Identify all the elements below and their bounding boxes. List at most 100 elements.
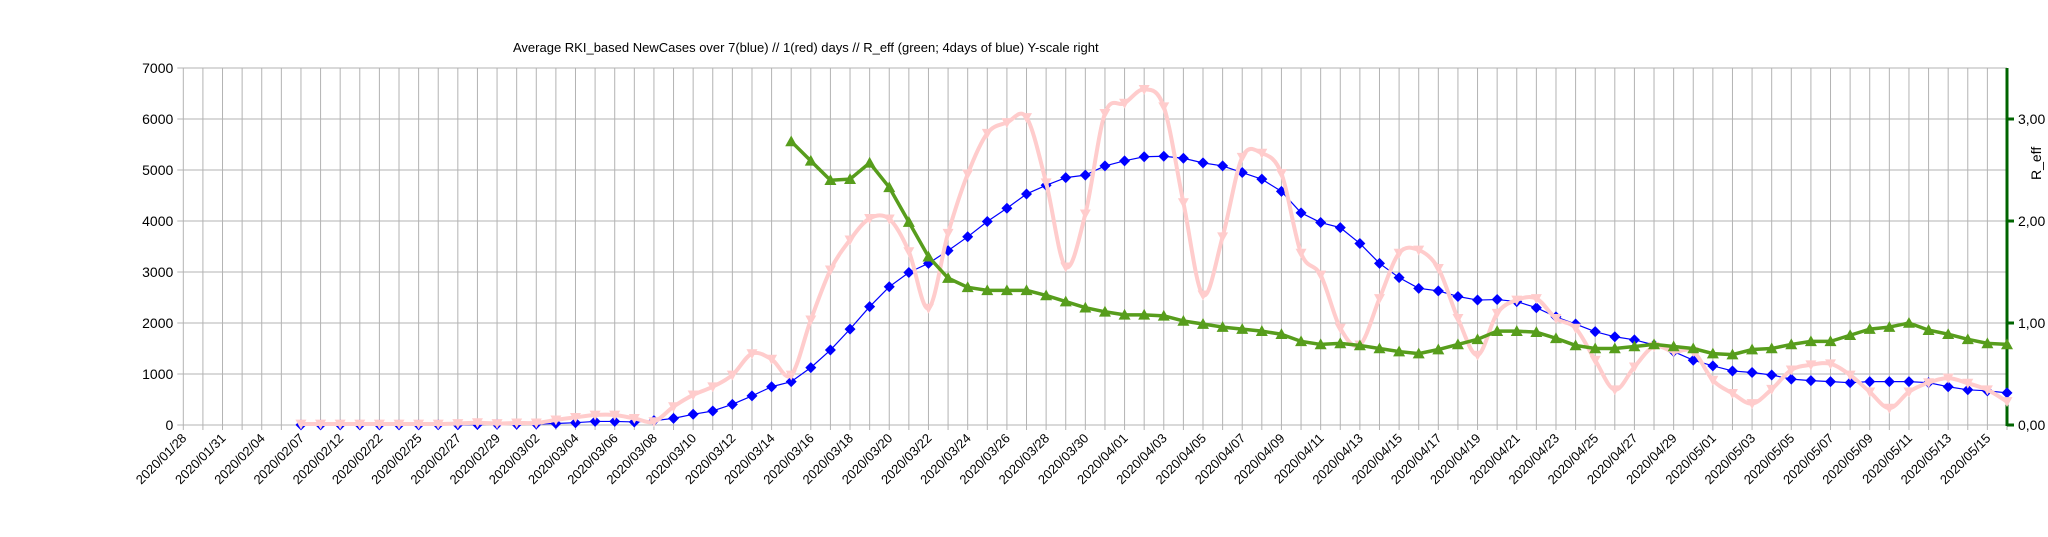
data-point [1001,118,1013,129]
y2-tick-label: 3,00 [2018,111,2045,127]
data-point [1766,384,1778,395]
data-point [648,417,660,428]
data-point [1197,318,1210,329]
data-point [609,410,621,421]
data-point [1609,331,1621,343]
data-point [1000,284,1013,296]
data-point [1883,403,1895,414]
data-point [824,344,836,356]
data-point [1903,387,1915,398]
data-point [1589,326,1601,338]
data-point [1079,209,1091,220]
data-point [1295,248,1307,259]
data-point [1923,378,1935,389]
data-point [1138,151,1150,163]
data-point [1805,360,1817,371]
data-point [511,418,523,429]
data-point [1413,245,1425,256]
data-point [1550,314,1562,324]
data-point [824,174,837,185]
data-point [903,267,915,279]
data-point [785,370,797,381]
data-point [1354,237,1366,249]
chart-title: Average RKI_based NewCases over 7(blue) … [513,40,1099,55]
data-point [1334,323,1346,334]
data-point [1766,369,1778,381]
data-point [1098,305,1111,317]
data-point [1275,328,1288,340]
data-point [1217,160,1229,172]
data-point [1079,301,1092,313]
data-point [922,303,934,314]
data-point [1471,333,1484,345]
data-point [785,135,798,147]
data-point [1334,222,1346,234]
data-point [550,415,562,426]
data-point [1079,169,1091,181]
data-point [902,216,915,227]
data-point [1256,148,1268,159]
data-point [1040,289,1053,301]
y2-tick-label: 2,00 [2018,213,2045,229]
data-point [1099,160,1111,172]
data-point [766,354,778,365]
data-point [1216,321,1229,332]
data-point [1805,375,1817,387]
data-point [1060,262,1072,273]
data-point [1902,317,1915,328]
data-point [844,323,856,335]
data-point [726,398,738,410]
y-tick-label: 2000 [142,315,173,331]
data-point [1236,152,1248,163]
data-point [1451,338,1464,350]
data-point [883,181,896,193]
data-point [2001,397,2013,408]
data-point [1942,381,1954,393]
data-point [1962,384,1974,396]
data-point [1158,102,1170,113]
data-point [1785,365,1797,376]
data-point [1746,399,1758,410]
data-point [1236,323,1249,334]
y2-tick-label: 0,00 [2018,417,2045,433]
data-point [805,315,817,326]
data-point [589,415,601,427]
data-point [1510,325,1523,336]
data-point [1373,257,1385,269]
data-point [1255,325,1268,336]
data-point [569,412,581,423]
data-point [668,412,680,424]
data-point [1119,98,1131,109]
data-point [1177,152,1189,164]
data-point [1452,290,1464,302]
data-point [1315,270,1327,281]
data-point [2001,387,2013,399]
data-point [1099,108,1111,119]
right-axis-title: R_eff [2028,147,2044,180]
data-point [1707,375,1719,386]
data-point [981,284,994,296]
data-point [766,381,778,393]
data-point [373,419,385,430]
data-point [1549,332,1562,344]
data-point [1726,388,1738,399]
data-point [1373,294,1385,305]
data-point [1706,347,1719,359]
data-point [903,247,915,258]
data-point [1864,387,1876,398]
data-point [864,301,876,313]
data-point [1138,85,1150,95]
data-point [707,405,719,417]
data-point [1981,385,1993,396]
data-point [687,408,699,420]
data-point [922,250,935,262]
data-point [1825,359,1837,370]
data-point [1432,264,1444,274]
data-point [1275,169,1287,180]
data-point [1295,207,1307,219]
series-line [300,155,2008,426]
data-point [1726,365,1738,377]
series-2 [785,135,2013,360]
data-point [844,173,857,184]
data-point [1530,294,1542,305]
